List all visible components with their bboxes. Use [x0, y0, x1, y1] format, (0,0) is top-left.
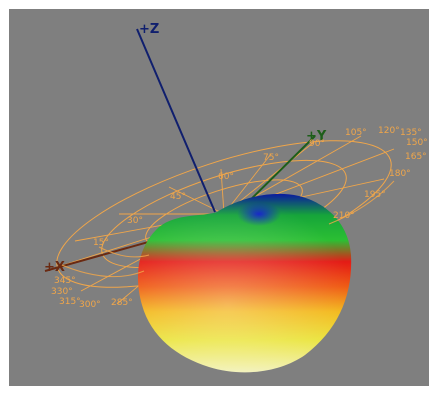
angle-label-195: 195°	[364, 190, 386, 200]
angle-label-300: 300°	[79, 300, 101, 310]
angle-label-180: 180°	[389, 169, 411, 179]
polar-grid-front	[56, 180, 395, 278]
angle-label-330: 330°	[51, 287, 73, 297]
angle-label-135: 135°	[400, 128, 422, 138]
radiation-pattern-plot: +Z +Y +X 15° 30° 45° 60° 75° 90° 105° 12…	[44, 22, 428, 373]
angle-label-315: 315°	[59, 297, 81, 307]
angle-label-90: 90°	[309, 139, 325, 149]
angle-label-285: 285°	[111, 298, 133, 308]
angle-labels: 15° 30° 45° 60° 75° 90° 105° 120° 135° 1…	[51, 126, 428, 310]
angle-label-15: 15°	[93, 238, 109, 248]
angle-label-75: 75°	[263, 153, 279, 163]
y-axis-label: +Y	[306, 129, 327, 144]
angle-label-105: 105°	[345, 128, 367, 138]
z-axis-line	[136, 28, 216, 213]
angle-label-165: 165°	[405, 152, 427, 162]
angle-label-150: 150°	[406, 138, 428, 148]
z-axis-label: +Z	[139, 22, 159, 37]
angle-label-120: 120°	[378, 126, 400, 136]
angle-label-210: 210°	[333, 211, 355, 221]
radiation-lobe	[137, 193, 352, 373]
angle-label-345: 345°	[54, 276, 76, 286]
angle-label-30: 30°	[127, 216, 143, 226]
3d-viewport[interactable]: +Z +Y +X 15° 30° 45° 60° 75° 90° 105° 12…	[9, 9, 429, 386]
angle-label-60: 60°	[218, 172, 234, 182]
x-axis-label: +X	[44, 260, 65, 275]
angle-label-45: 45°	[170, 192, 186, 202]
